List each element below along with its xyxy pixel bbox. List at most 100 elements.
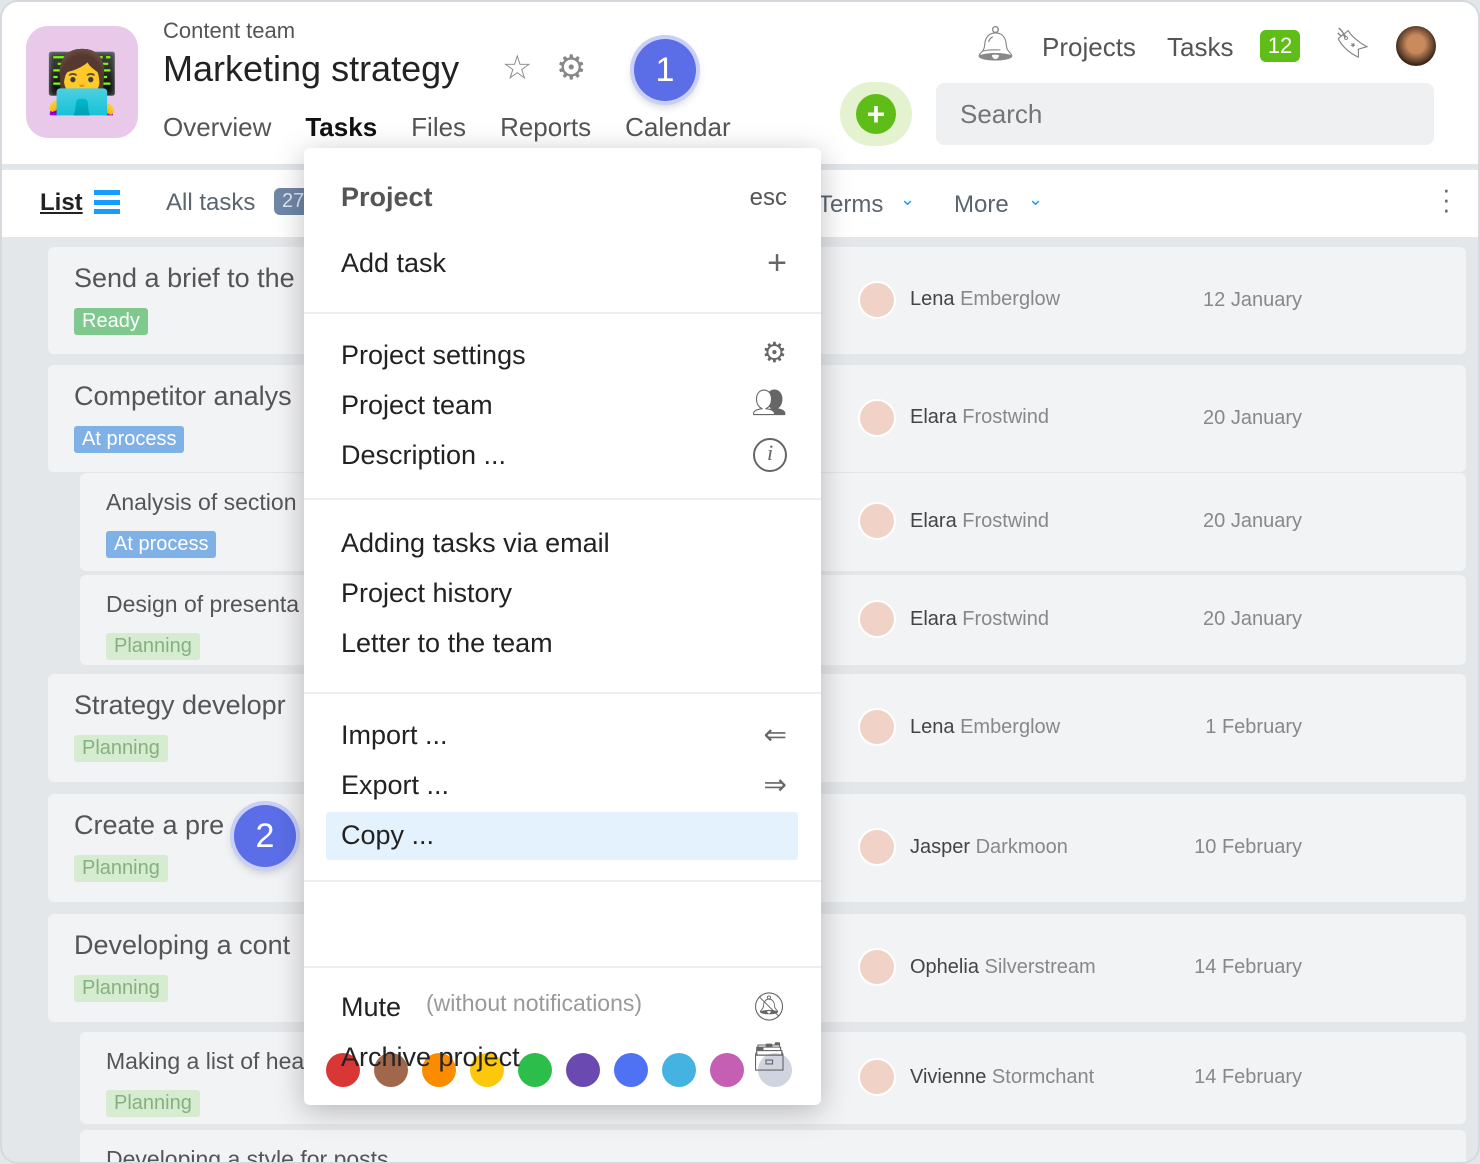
- tab-files[interactable]: Files: [411, 112, 467, 142]
- status-badge[interactable]: Planning: [74, 975, 168, 1002]
- color-swatch[interactable]: [326, 1053, 360, 1087]
- status-badge[interactable]: Ready: [74, 308, 148, 335]
- archive-icon: 🗃︎: [751, 1041, 787, 1072]
- assignee[interactable]: Lena Emberglow: [858, 280, 1060, 319]
- color-swatch[interactable]: [518, 1053, 552, 1087]
- color-swatch[interactable]: [566, 1053, 600, 1087]
- more-filter[interactable]: More: [954, 191, 1009, 218]
- task-row[interactable]: Developing a style for posts: [80, 1130, 1466, 1164]
- status-badge[interactable]: At process: [106, 531, 217, 558]
- avatar: [858, 948, 896, 986]
- task-title[interactable]: Strategy developr: [74, 690, 286, 720]
- all-tasks-filter[interactable]: All tasks: [166, 189, 256, 216]
- menu-description[interactable]: Description ...: [341, 440, 507, 470]
- copy-highlight: [326, 812, 798, 860]
- add-button[interactable]: +: [840, 82, 912, 146]
- avatar: [858, 502, 896, 540]
- menu-add-task[interactable]: Add task: [341, 248, 447, 278]
- assignee-first-name: Elara: [910, 406, 957, 428]
- kebab-menu-icon[interactable]: · · ·: [1442, 174, 1451, 224]
- due-date: 14 February: [1194, 956, 1302, 978]
- assignee-first-name: Elara: [910, 607, 957, 630]
- color-swatch[interactable]: [470, 1053, 504, 1087]
- assignee-last-name: Emberglow: [960, 715, 1061, 738]
- view-list[interactable]: List: [40, 189, 83, 216]
- avatar: [858, 828, 896, 866]
- chevron-down-icon[interactable]: ⌄: [900, 189, 916, 209]
- import-icon: ⇐: [763, 719, 787, 750]
- search-input[interactable]: [936, 83, 1434, 145]
- project-tabs: Overview Tasks Files Reports Calendar: [163, 112, 731, 143]
- status-badge[interactable]: Planning: [106, 1090, 200, 1117]
- menu-copy[interactable]: Copy ...: [341, 820, 435, 850]
- star-icon[interactable]: ☆: [502, 49, 533, 87]
- assignee[interactable]: Ophelia Silverstream: [858, 948, 1096, 986]
- menu-project-settings[interactable]: Project settings: [341, 340, 526, 370]
- plus-icon: +: [856, 94, 896, 134]
- menu-letter-to-team[interactable]: Letter to the team: [341, 628, 553, 658]
- menu-mute[interactable]: Mute: [341, 992, 402, 1022]
- assignee[interactable]: Lena Emberglow: [858, 708, 1060, 746]
- task-title[interactable]: Send a brief to the: [74, 263, 295, 293]
- menu-project-history[interactable]: Project history: [341, 578, 513, 608]
- avatar: [858, 600, 896, 638]
- project-title: Marketing strategy: [163, 48, 460, 89]
- status-badge[interactable]: Planning: [74, 855, 168, 882]
- status-badge[interactable]: Planning: [106, 633, 200, 660]
- assignee-last-name: Frostwind: [962, 607, 1049, 630]
- nav-tasks[interactable]: Tasks: [1167, 32, 1234, 62]
- esc-hint[interactable]: esc: [749, 184, 787, 211]
- bookmark-icon[interactable]: 🔖︎: [1334, 27, 1373, 60]
- task-title[interactable]: Analysis of section: [106, 489, 297, 515]
- color-swatch[interactable]: [422, 1053, 456, 1087]
- due-date: 20 January: [1203, 406, 1302, 429]
- color-swatch[interactable]: [710, 1053, 744, 1087]
- nav-projects[interactable]: Projects: [1042, 32, 1136, 62]
- color-swatch[interactable]: [614, 1053, 648, 1087]
- chevron-down-icon[interactable]: ⌄: [1028, 189, 1044, 209]
- avatar: [858, 1058, 896, 1096]
- gear-icon[interactable]: ⚙: [556, 49, 587, 87]
- menu-import[interactable]: Import ...: [341, 720, 448, 750]
- due-date: 20 January: [1203, 608, 1302, 630]
- menu-export[interactable]: Export ...: [341, 770, 450, 800]
- assignee[interactable]: Elara Frostwind: [858, 398, 1049, 437]
- assignee-first-name: Lena: [910, 288, 955, 310]
- color-swatch[interactable]: [662, 1053, 696, 1087]
- task-title[interactable]: Making a list of hea: [106, 1048, 305, 1074]
- assignee[interactable]: Jasper Darkmoon: [858, 828, 1068, 866]
- assignee-first-name: Ophelia: [910, 955, 979, 978]
- user-avatar[interactable]: [1396, 26, 1436, 66]
- color-swatch[interactable]: [758, 1053, 792, 1087]
- due-date: 14 February: [1194, 1066, 1302, 1088]
- step-marker-2: 2: [234, 805, 296, 867]
- tab-calendar[interactable]: Calendar: [625, 112, 731, 142]
- menu-title: Project: [341, 182, 433, 212]
- status-badge[interactable]: Planning: [74, 735, 168, 762]
- menu-adding-tasks-via-email[interactable]: Adding tasks via email: [341, 528, 610, 558]
- avatar: [858, 280, 896, 319]
- menu-archive-project[interactable]: Archive project: [341, 1042, 520, 1072]
- task-title[interactable]: Competitor analys: [74, 381, 292, 411]
- terms-filter[interactable]: Terms: [818, 191, 884, 218]
- assignee[interactable]: Elara Frostwind: [858, 600, 1049, 638]
- task-title[interactable]: Developing a style for posts: [106, 1146, 389, 1164]
- task-title[interactable]: Design of presenta: [106, 591, 300, 617]
- assignee[interactable]: Elara Frostwind: [858, 502, 1049, 540]
- list-view-icon[interactable]: [94, 190, 120, 214]
- tab-reports[interactable]: Reports: [500, 112, 592, 142]
- tab-tasks[interactable]: Tasks: [305, 112, 378, 142]
- tab-overview[interactable]: Overview: [163, 112, 272, 142]
- assignee[interactable]: Vivienne Stormchant: [858, 1058, 1094, 1096]
- project-logo: 👩‍💻: [26, 26, 138, 138]
- assignee-last-name: Frostwind: [962, 406, 1049, 428]
- task-title[interactable]: Create a pre: [74, 810, 225, 840]
- task-title[interactable]: Developing a cont: [74, 930, 291, 960]
- color-swatch[interactable]: [374, 1053, 408, 1087]
- due-date: 10 February: [1194, 836, 1302, 858]
- menu-project-team[interactable]: Project team: [341, 390, 493, 420]
- bell-icon[interactable]: 🔔︎: [974, 25, 1018, 63]
- avatar: [858, 708, 896, 746]
- assignee-last-name: Stormchant: [991, 1065, 1095, 1088]
- status-badge[interactable]: At process: [74, 426, 185, 453]
